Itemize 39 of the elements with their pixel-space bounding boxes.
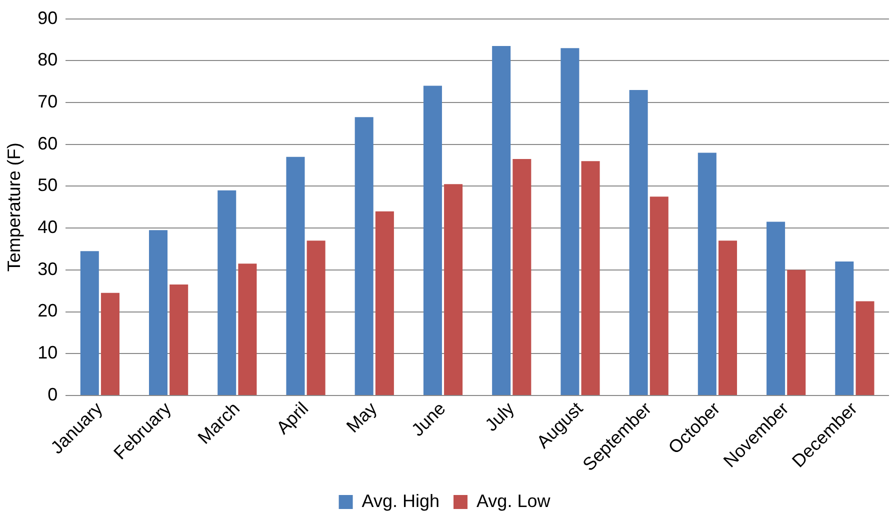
bar (856, 301, 874, 395)
y-tick-label: 30 (38, 258, 58, 279)
bar (787, 270, 806, 395)
bar (423, 86, 442, 395)
bar (375, 211, 394, 395)
y-tick-label: 40 (38, 217, 58, 238)
bar (306, 240, 326, 395)
legend-label: Avg. High (362, 490, 440, 511)
bar (512, 159, 532, 395)
bar (698, 152, 716, 395)
bar (354, 117, 374, 395)
y-axis-title: Temperature (F) (4, 142, 24, 272)
y-tick-label: 10 (38, 342, 58, 363)
x-tick-label: July (481, 398, 518, 436)
x-tick-label: May (342, 398, 381, 436)
bar (629, 90, 648, 395)
y-tick-label: 0 (48, 384, 58, 404)
y-tick-label: 60 (38, 133, 58, 154)
bar (100, 292, 120, 395)
bar (148, 230, 168, 395)
bar (444, 184, 463, 395)
y-tick-label: 20 (38, 300, 58, 321)
legend-label: Avg. Low (476, 490, 552, 511)
bar (650, 196, 668, 395)
bar (238, 264, 257, 395)
bar (80, 251, 99, 395)
bar (170, 284, 188, 395)
bar (218, 190, 236, 395)
bar (835, 262, 854, 395)
y-tick-label: 50 (38, 175, 58, 196)
y-tick-label: 90 (38, 8, 58, 28)
bar (718, 240, 738, 395)
bar (286, 156, 305, 395)
bar (581, 161, 600, 395)
y-tick-label: 70 (38, 91, 58, 112)
bar (560, 48, 580, 395)
bar (766, 222, 786, 395)
y-tick-label: 80 (38, 50, 58, 70)
bar (492, 46, 511, 395)
